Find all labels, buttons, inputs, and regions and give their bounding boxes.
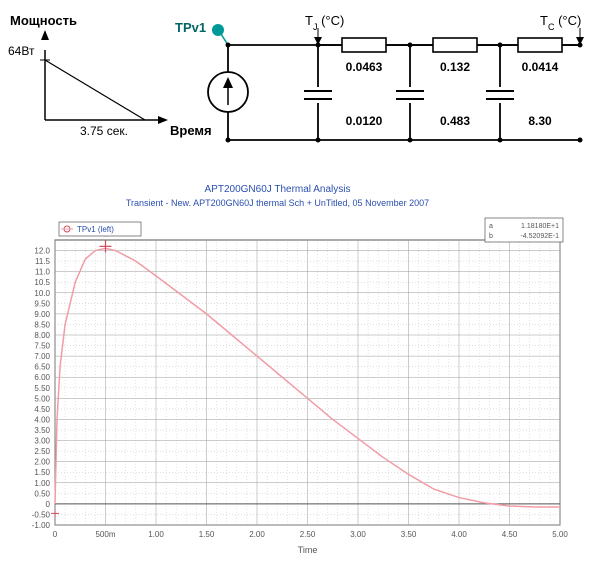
ytick-label: 9.50 [34,299,50,308]
ytick-label: 11.0 [35,268,51,277]
ytick-label: 10.5 [34,278,50,287]
xtick-label: 3.50 [401,530,417,539]
resistor-2 [433,38,477,52]
xtick-label: 1.50 [199,530,215,539]
ytick-label: 12.0 [34,247,50,256]
time-value: 3.75 сек. [80,124,128,138]
ytick-label: 0.50 [34,489,50,498]
ytick-label: -1.00 [32,521,51,530]
xtick-label: 5.00 [552,530,568,539]
ytick-label: 9.00 [34,310,50,319]
circuit-diagram: Мощность 64Вт 3.75 сек. Время TPv1 TJ (°C) TC … [0,0,595,165]
svg-text:-4.52092E-1: -4.52092E-1 [520,233,559,240]
xtick-label: 4.00 [451,530,467,539]
capacitor-value-1: 0.0120 [346,114,383,128]
ytick-label: 1.00 [34,479,50,488]
ytick-label: 1.50 [34,468,50,477]
xtick-label: 3.00 [350,530,366,539]
legend: TPv1 (left) [59,222,141,236]
resistor-value-2: 0.132 [440,60,470,74]
resistor-1 [342,38,386,52]
svg-text:a: a [489,223,493,230]
xtick-label: 2.50 [300,530,316,539]
svg-text:TPv1 (left): TPv1 (left) [77,225,114,234]
x-axis-label: Time [298,545,318,555]
ytick-label: 5.50 [34,384,50,393]
svg-text:TC (°C): TC (°C) [540,13,581,32]
xtick-label: 500m [95,530,115,539]
xtick-label: 2.00 [249,530,265,539]
xtick-label: 1.00 [148,530,164,539]
power-value: 64Вт [8,44,35,58]
ytick-label: 5.00 [34,394,50,403]
thermal-chart: APT200GN60J Thermal Analysis Transient - … [0,170,595,570]
probe-label: TPv1 [175,20,206,35]
resistor-value-1: 0.0463 [346,60,383,74]
ytick-label: 4.00 [34,415,50,424]
ytick-label: 3.50 [34,426,50,435]
figure-panel: { "circuit": { "labels": { "power_axis":… [0,0,595,571]
time-axis-label: Время [170,123,212,138]
chart-title: APT200GN60J Thermal Analysis [205,184,351,195]
ytick-label: 2.50 [34,447,50,456]
ytick-label: 7.50 [34,342,50,351]
ytick-label: 8.50 [34,320,50,329]
svg-text:TJ (°C): TJ (°C) [305,13,344,32]
svg-text:1.18180E+1: 1.18180E+1 [521,223,559,230]
ytick-label: 4.50 [34,405,50,414]
resistor-value-3: 0.0414 [522,60,559,74]
ytick-label: 3.00 [34,437,50,446]
ytick-label: 7.00 [34,352,50,361]
ytick-label: 11.5 [35,257,51,266]
ytick-label: 6.50 [34,363,50,372]
chart-subtitle: Transient - New. APT200GN60J thermal Sch… [126,198,429,208]
ytick-label: 6.00 [34,373,50,382]
xtick-label: 4.50 [502,530,518,539]
svg-text:b: b [489,233,493,240]
xtick-label: 0 [53,530,58,539]
ytick-label: 10.0 [34,289,50,298]
capacitor-value-2: 0.483 [440,114,470,128]
ytick-label: 8.00 [34,331,50,340]
probe-icon [212,24,224,36]
resistor-3 [518,38,562,52]
ytick-label: 0 [46,500,51,509]
ytick-label: -0.50 [32,510,51,519]
ytick-label: 2.00 [34,458,50,467]
capacitor-value-3: 8.30 [528,114,552,128]
power-axis-label: Мощность [10,13,77,28]
